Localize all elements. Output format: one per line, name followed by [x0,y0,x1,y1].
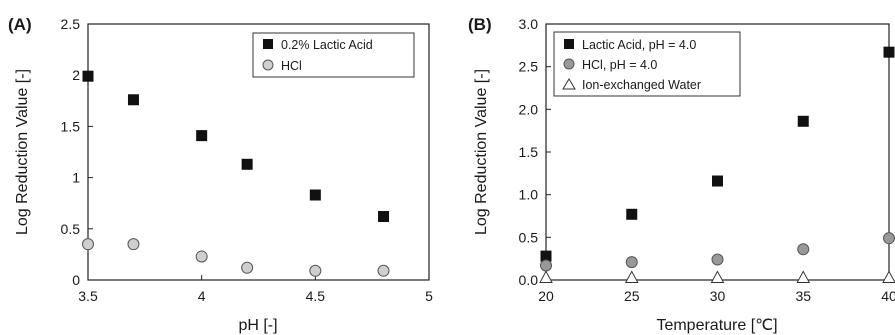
y-axis-a: 0 0.5 1 1.5 2 2.5 [61,16,93,288]
legend-label-hcl-ph4: HCl, pH = 4.0 [582,58,657,72]
data-point-hcl [195,250,208,263]
x-axis-title-b: Temperature [℃] [656,317,777,334]
data-point-lactic-acid-ph-4-0 [797,115,809,127]
y-tick-label: 2.0 [519,101,539,117]
data-point-ion-exchanged-water [710,270,725,283]
data-point-hcl [309,264,322,277]
data-point-ion-exchanged-water [882,270,895,283]
data-point-hcl-ph-4-0 [625,256,638,269]
y-tick-label: 1.5 [61,118,81,134]
legend-a: 0.2% Lactic Acid HCl [252,32,415,78]
chart-panel-b: (B) 0.0 0.5 1.0 1.5 2.0 2.5 3.0 20 25 30 35 40 Tem… [468,15,895,334]
panel-label-a: (A) [8,15,32,34]
legend-b: Lactic Acid, pH = 4.0 HCl, pH = 4.0 Ion-… [553,31,741,97]
x-tick-label: 3.5 [78,288,98,304]
y-tick-label: 0.5 [61,221,81,237]
y-axis-title-a: Log Reduction Value [-] [14,69,31,235]
x-tick-label: 4 [198,288,206,304]
data-point-0-2-lactic-acid [378,211,390,223]
data-point-0-2-lactic-acid [241,158,253,170]
data-point-lactic-acid-ph-4-0 [712,175,723,187]
data-point-0-2-lactic-acid [309,189,321,201]
legend-marker-ion-exchanged-water [562,78,576,90]
x-axis-a: 3.5 4 4.5 5 [78,275,433,304]
data-point-hcl-ph-4-0 [883,232,895,245]
y-tick-label: 0.0 [519,272,539,288]
y-tick-label: 1 [72,170,80,186]
y-tick-label: 2.5 [61,16,81,32]
y-tick-label: 1.5 [519,144,539,160]
data-point-hcl [82,238,94,251]
x-tick-label: 40 [881,288,895,304]
data-point-hcl-ph-4-0 [540,259,552,272]
legend-label-lactic-acid-ph4: Lactic Acid, pH = 4.0 [582,38,696,52]
x-axis-title-a: pH [-] [238,317,277,334]
x-tick-label: 35 [795,288,811,304]
y-tick-label: 3.0 [519,16,539,32]
legend-box-b [553,31,741,97]
x-axis-b: 20 25 30 35 40 [538,275,895,304]
x-tick-label: 4.5 [306,288,326,304]
data-point-hcl [377,264,390,277]
data-point-hcl-ph-4-0 [711,253,724,266]
data-point-0-2-lactic-acid [127,94,139,106]
data-point-hcl-ph-4-0 [797,243,810,256]
legend-label-ion-exchanged-water: Ion-exchanged Water [582,78,701,92]
x-tick-label: 20 [538,288,554,304]
y-tick-label: 1.0 [519,187,539,203]
panel-label-b: (B) [468,15,492,34]
x-tick-label: 30 [710,288,726,304]
data-point-hcl [127,238,140,251]
y-axis-b: 0.0 0.5 1.0 1.5 2.0 2.5 3.0 [519,16,551,288]
data-point-0-2-lactic-acid [82,70,94,82]
chart-panel-a: (A) 0 0.5 1 1.5 2 2.5 3.5 4 4.5 5 pH [-] Log Red… [8,15,433,334]
legend-marker-hcl [262,59,274,71]
y-tick-label: 2 [72,67,80,83]
plot-frame-a [87,23,430,281]
x-tick-label: 25 [624,288,640,304]
data-point-ion-exchanged-water [539,270,553,283]
legend-marker-lactic-acid [263,39,273,49]
y-tick-label: 0 [72,272,80,288]
data-point-lactic-acid-ph-4-0 [626,208,638,220]
data-point-ion-exchanged-water [624,270,639,283]
data-point-hcl [241,261,254,274]
legend-marker-hcl-ph4 [563,58,575,70]
y-tick-label: 2.5 [519,59,539,75]
data-point-lactic-acid-ph-4-0 [883,46,895,58]
data-point-ion-exchanged-water [796,270,811,283]
x-tick-label: 5 [425,288,433,304]
legend-label-lactic-acid: 0.2% Lactic Acid [281,38,373,52]
data-points-b [539,46,895,283]
y-axis-title-b: Log Reduction Value [-] [473,69,490,235]
y-tick-label: 0.5 [519,229,539,245]
legend-marker-lactic-acid-ph4 [564,39,574,49]
legend-box-a [252,32,415,78]
data-points-a [82,70,390,277]
data-point-0-2-lactic-acid [196,130,208,142]
legend-label-hcl: HCl [281,59,302,73]
